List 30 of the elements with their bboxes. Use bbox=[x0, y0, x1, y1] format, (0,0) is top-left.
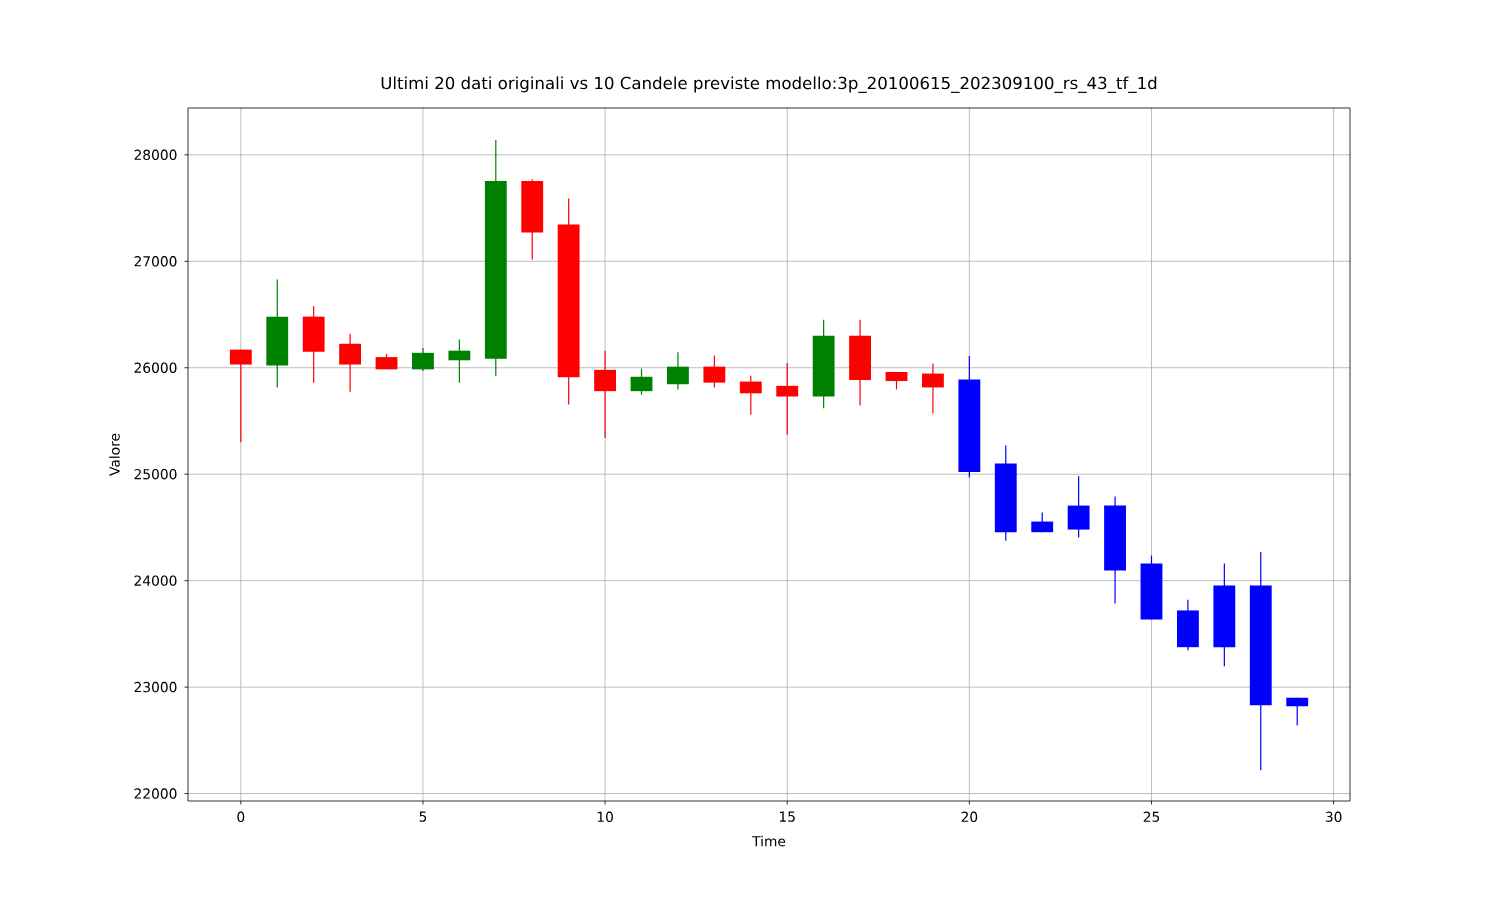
candlestick bbox=[594, 350, 617, 439]
x-axis-title: Time bbox=[752, 835, 786, 847]
y-tick-label: 27000 bbox=[134, 256, 177, 267]
candlestick bbox=[448, 338, 471, 384]
candlestick bbox=[703, 354, 726, 389]
y-tick-label: 26000 bbox=[134, 362, 177, 373]
candlestick bbox=[630, 368, 653, 396]
y-tick-label: 28000 bbox=[134, 149, 177, 161]
candlestick bbox=[667, 351, 689, 391]
x-tick-label: 20 bbox=[961, 811, 978, 822]
y-tick-label: 22000 bbox=[134, 788, 177, 799]
x-tick-label: 10 bbox=[597, 811, 613, 822]
chart-title: Ultimi 20 dati originali vs 10 Candele previste modello:3p_20100615_202309100_rs_43_tf_1d bbox=[381, 76, 1157, 93]
candlestick bbox=[1067, 475, 1090, 539]
y-tick-label: 24000 bbox=[134, 575, 177, 586]
candlestick bbox=[739, 375, 762, 416]
candlestick bbox=[339, 333, 362, 393]
candlestick bbox=[1286, 697, 1309, 727]
candlestick bbox=[922, 362, 944, 415]
x-tick-label: 15 bbox=[779, 811, 795, 822]
x-tick-label: 30 bbox=[1325, 811, 1342, 822]
candlestick bbox=[412, 347, 434, 372]
y-tick-label: 25000 bbox=[134, 468, 177, 480]
candlestick bbox=[776, 362, 799, 436]
x-tick-label: 25 bbox=[1143, 811, 1160, 822]
x-tick-label: 5 bbox=[419, 811, 427, 822]
candlestick bbox=[229, 349, 252, 443]
x-tick-label: 0 bbox=[237, 811, 245, 822]
y-tick-label: 23000 bbox=[134, 681, 177, 693]
y-axis-title: Valore bbox=[109, 433, 120, 476]
